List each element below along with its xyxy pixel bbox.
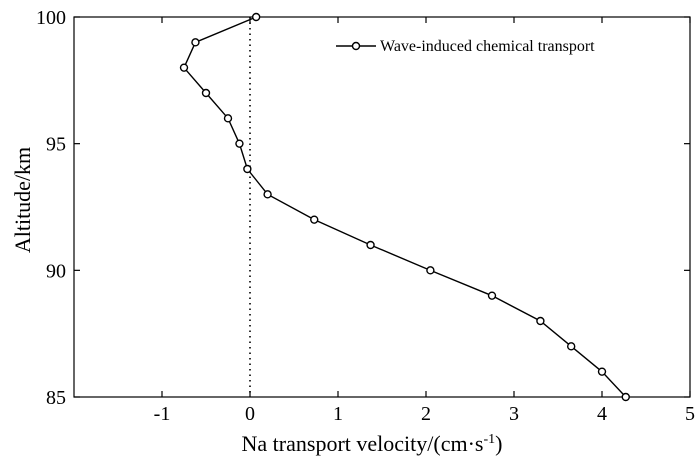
data-point [366,240,375,250]
data-point [201,88,211,98]
y-tick-label: 95 [46,134,66,156]
x-tick-label: 1 [333,403,343,425]
data-point [536,316,545,326]
y-axis-title: Altitude/km [10,147,35,253]
x-axis-title-main: Na transport velocity/(cm·s [242,431,484,456]
x-tick-label: -1 [154,403,171,425]
data-point [243,164,252,174]
data-point [621,392,630,402]
data-point [251,12,261,22]
data-point [310,215,319,224]
x-axis-title-suffix: ) [495,431,502,456]
x-tick-label: 0 [245,403,255,425]
data-point [597,367,607,376]
x-tick-label: 4 [597,403,607,425]
data-point [426,266,435,275]
data-point [223,114,233,123]
data-point [179,63,189,72]
data-point [567,342,576,351]
x-tick-label: 3 [509,403,519,425]
legend: Wave-induced chemical transport [336,38,595,55]
data-point [487,291,497,300]
y-tick-label: 100 [36,7,66,29]
legend-marker [351,41,361,51]
legend-label: Wave-induced chemical transport [380,38,595,55]
y-tick-label: 90 [46,260,66,282]
x-tick-label: 5 [685,403,695,425]
series-line [183,16,627,398]
data-point [191,38,200,47]
data-point [235,139,244,148]
x-axis-title: Na transport velocity/(cm·s-1) [242,431,503,456]
x-axis-title-superscript: -1 [483,432,495,447]
plot-frame [73,16,691,398]
y-tick-label: 85 [46,387,66,409]
data-point [263,190,272,199]
x-tick-label: 2 [421,403,431,425]
